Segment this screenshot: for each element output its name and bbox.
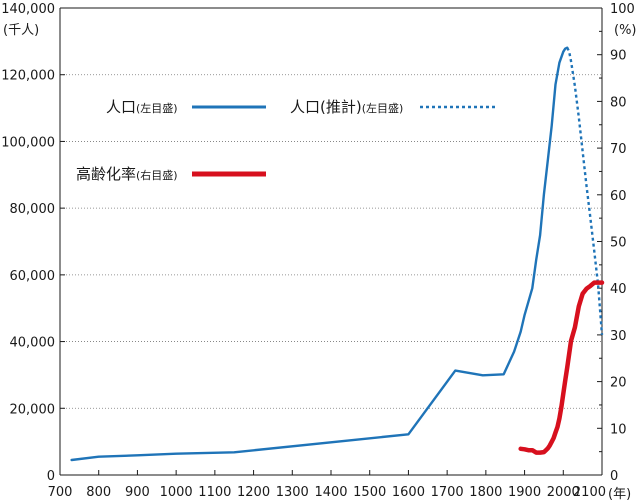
- series-lines: [70, 46, 605, 462]
- left-tick-label: 60,000: [10, 269, 56, 284]
- x-tick-label: 1700: [431, 485, 464, 500]
- right-tick-label: 30: [610, 329, 627, 344]
- x-tick-label: 1500: [353, 485, 386, 500]
- left-axis-unit: (千人): [3, 23, 39, 38]
- legend-item-aging-rate: 高齢化率(右目盛): [76, 165, 266, 183]
- x-tick-label: 2100: [573, 485, 606, 500]
- right-tick-label: 90: [610, 49, 627, 64]
- left-axis-ticks: 0 20,000 40,000 60,000 80,000 100,000 120,000 1…: [1, 2, 65, 484]
- left-tick-label: 120,000: [1, 69, 55, 84]
- left-tick-label: 80,000: [10, 202, 56, 217]
- axes: [59, 7, 603, 476]
- right-tick-label: 100: [610, 2, 635, 17]
- left-tick-label: 0: [47, 469, 55, 484]
- right-tick-label: 10: [610, 422, 627, 437]
- x-tick-label: 1100: [198, 485, 231, 500]
- right-tick-label: 20: [610, 376, 627, 391]
- x-tick-label: 1000: [160, 485, 193, 500]
- legend-item-population: 人口(左目盛): [106, 98, 266, 116]
- right-tick-label: 0: [610, 469, 618, 484]
- x-axis-unit: (年): [608, 487, 631, 501]
- x-tick-label: 1900: [508, 485, 541, 500]
- x-tick-label: 1800: [469, 485, 502, 500]
- aging-rate-line: [518, 280, 605, 455]
- x-axis-ticks: 700 800 900 1000 1100 1200 1300 1400 1500 1600 170…: [48, 470, 606, 500]
- right-tick-label: 40: [610, 282, 627, 297]
- right-tick-label: 50: [610, 236, 627, 251]
- population-line: [70, 46, 569, 462]
- legend-item-population-projection: 人口(推計)(左目盛): [290, 98, 498, 116]
- left-tick-label: 40,000: [10, 336, 56, 351]
- x-tick-label: 1200: [237, 485, 270, 500]
- left-tick-label: 140,000: [1, 2, 55, 17]
- right-tick-label: 80: [610, 95, 627, 110]
- x-tick-label: 700: [48, 485, 73, 500]
- legend-label-population-projection: 人口(推計)(左目盛): [290, 98, 403, 116]
- x-tick-label: 1400: [314, 485, 347, 500]
- right-axis-ticks: 0 10 20 30 40 50 60 70 80 90 100: [597, 2, 635, 484]
- x-tick-label: 800: [86, 485, 111, 500]
- x-tick-label: 1300: [276, 485, 309, 500]
- legend-label-aging-rate: 高齢化率(右目盛): [76, 165, 178, 183]
- right-axis-unit: (%): [614, 23, 637, 38]
- x-tick-label: 900: [125, 485, 150, 500]
- gridlines: [60, 74, 602, 409]
- legend: 人口(左目盛) 人口(推計)(左目盛) 高齢化率(右目盛): [76, 98, 498, 183]
- right-tick-label: 70: [610, 142, 627, 157]
- right-tick-label: 60: [610, 189, 627, 204]
- left-tick-label: 100,000: [1, 135, 55, 150]
- x-tick-label: 2000: [547, 485, 580, 500]
- x-tick-label: 1600: [392, 485, 425, 500]
- legend-label-population: 人口(左目盛): [106, 98, 178, 116]
- left-tick-label: 20,000: [10, 402, 56, 417]
- population-projection-line: [566, 47, 604, 335]
